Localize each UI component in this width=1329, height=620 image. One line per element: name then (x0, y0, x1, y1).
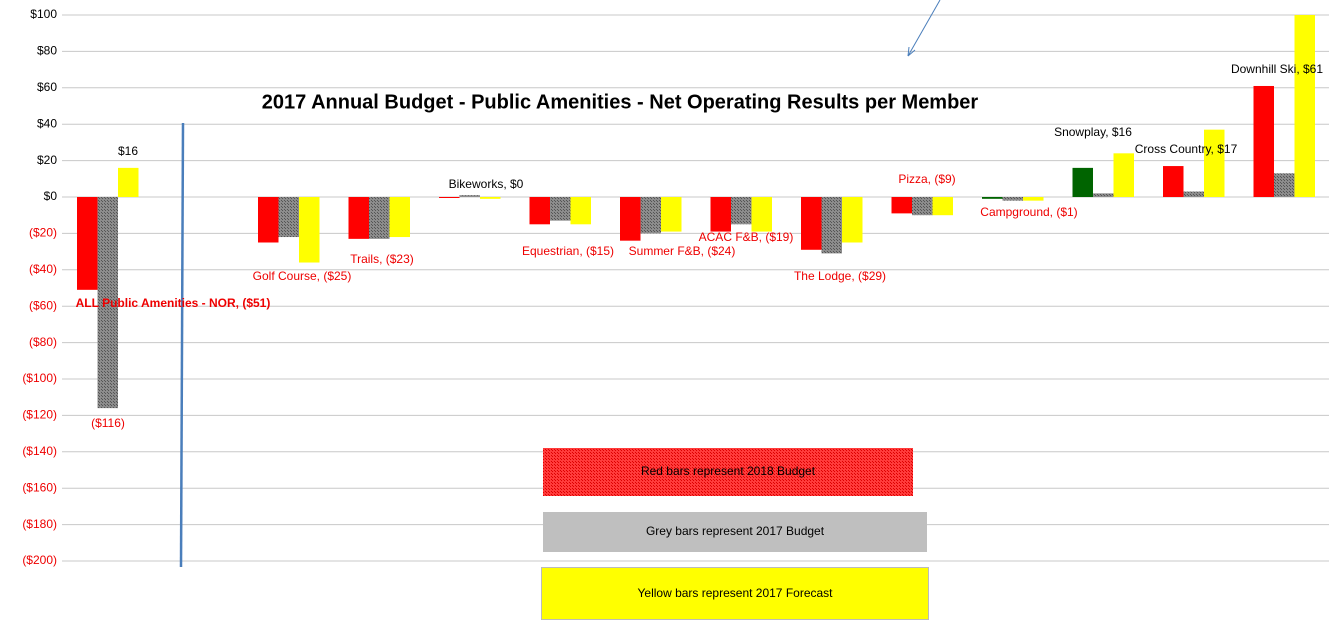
data-label: $16 (118, 144, 138, 158)
bar (369, 197, 390, 239)
bar (1253, 85, 1274, 197)
y-tick-label: $20 (37, 153, 57, 167)
y-tick-label: ($200) (22, 553, 57, 567)
arrow-head (907, 46, 916, 57)
data-label: Golf Course, ($25) (253, 269, 352, 283)
data-label: Bikeworks, $0 (449, 177, 524, 191)
bar (529, 197, 550, 225)
bar (459, 195, 480, 197)
y-tick-label: ($120) (22, 408, 57, 422)
bar (1113, 153, 1134, 197)
data-label: Cross Country, $17 (1135, 142, 1238, 156)
bar (550, 197, 571, 221)
bar (710, 197, 731, 232)
data-label: Campground, ($1) (980, 205, 1077, 219)
y-tick-label: $40 (37, 116, 57, 130)
bar (661, 197, 682, 232)
bar (1002, 197, 1023, 201)
note-box (543, 448, 913, 496)
note: Grey bars represent 2017 Budget (646, 524, 825, 538)
bar (118, 167, 139, 197)
y-tick-label: ($140) (22, 444, 57, 458)
bar (1023, 197, 1044, 201)
data-label: Trails, ($23) (350, 252, 414, 266)
y-tick-label: ($40) (29, 262, 57, 276)
bar (299, 197, 320, 263)
data-label: Snowplay, $16 (1054, 125, 1132, 139)
note-box (541, 567, 929, 620)
data-label: Downhill Ski, $61 (1231, 62, 1323, 76)
bar (77, 197, 98, 290)
bar (439, 197, 460, 198)
bar (620, 197, 641, 241)
arrow (907, 0, 941, 57)
data-label: ALL Public Amenities - NOR, ($51) (76, 296, 271, 310)
note: Red bars represent 2018 Budget (641, 464, 816, 478)
y-tick-label: ($160) (22, 480, 57, 494)
bar (891, 197, 912, 214)
bar (1093, 193, 1114, 197)
data-label: ACAC F&B, ($19) (699, 230, 794, 244)
bar (1294, 15, 1315, 197)
bar (97, 197, 118, 409)
y-tick-label: ($60) (29, 298, 57, 312)
chart-title: 2017 Annual Budget - Public Amenities - … (262, 91, 979, 113)
bar (1274, 173, 1295, 197)
divider-line (179, 122, 185, 568)
y-tick-label: ($180) (22, 517, 57, 531)
bar (982, 197, 1003, 199)
bar (842, 197, 863, 243)
bar (1163, 166, 1184, 197)
bar (1183, 191, 1204, 197)
bar (1204, 129, 1225, 197)
data-label: ($116) (91, 416, 125, 430)
data-label: Equestrian, ($15) (522, 244, 614, 258)
bar (731, 197, 752, 225)
y-tick-label: $60 (37, 80, 57, 94)
note-box (543, 512, 927, 552)
bar (932, 197, 953, 216)
note: Yellow bars represent 2017 Forecast (638, 586, 834, 600)
bar (389, 197, 410, 238)
bar (480, 197, 501, 199)
bar (570, 197, 591, 225)
bar (912, 197, 933, 216)
y-tick-label: ($80) (29, 335, 57, 349)
bar (348, 197, 369, 239)
bar (821, 197, 842, 254)
data-label: The Lodge, ($29) (794, 269, 886, 283)
bar (1072, 167, 1093, 197)
y-tick-label: $80 (37, 44, 57, 58)
bar (801, 197, 822, 250)
bar (751, 197, 772, 232)
data-label: Pizza, ($9) (898, 172, 955, 186)
y-tick-label: $100 (30, 7, 57, 21)
y-tick-label: $0 (44, 189, 58, 203)
bar (278, 197, 299, 238)
y-tick-label: ($20) (29, 226, 57, 240)
data-label: Summer F&B, ($24) (629, 244, 736, 258)
bar (640, 197, 661, 234)
bar (258, 197, 279, 243)
y-tick-label: ($100) (22, 371, 57, 385)
